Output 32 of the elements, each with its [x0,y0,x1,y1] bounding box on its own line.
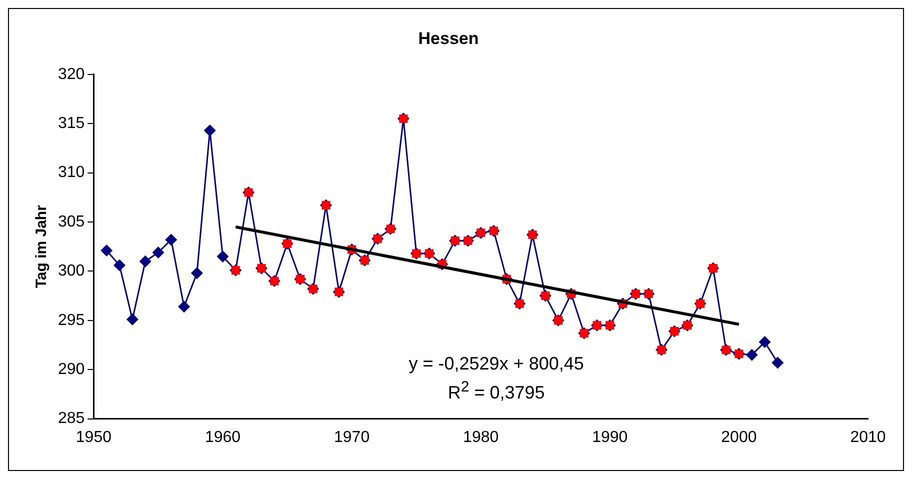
chart-title: Hessen [418,28,479,48]
x-tick-label: 2000 [721,428,757,446]
x-tick-label: 1960 [204,428,241,446]
y-tick-label: 315 [58,115,85,132]
y-tick-label: 285 [58,410,85,428]
point [772,356,784,369]
point [758,336,771,348]
x-tick-label: 2010 [850,428,886,446]
x-tick-label: 1970 [334,428,370,446]
x-tick-label: 1990 [592,428,628,446]
point [165,234,178,246]
annotation: y = -0,2529x + 800,45 [408,353,584,374]
point [126,313,138,326]
y-tick-label: 320 [58,66,85,83]
point [139,255,152,268]
y-tick-label: 300 [58,262,85,280]
point [114,259,126,272]
point [746,348,758,361]
x-tick-label: 1950 [76,428,112,446]
point [178,300,190,313]
point [100,244,113,257]
y-tick-label: 310 [58,164,85,182]
y-tick-label: 295 [58,312,85,329]
y-tick-label: 290 [58,361,85,378]
y-tick-label: 305 [58,213,85,230]
y-axis-title: Tag im Jahr [33,204,50,288]
point [190,267,203,280]
point [216,250,229,262]
annotation: R$^{2}$ = 0,3795 [448,378,545,404]
x-tick-label: 1980 [463,428,499,446]
point [204,124,216,136]
point [152,246,164,259]
